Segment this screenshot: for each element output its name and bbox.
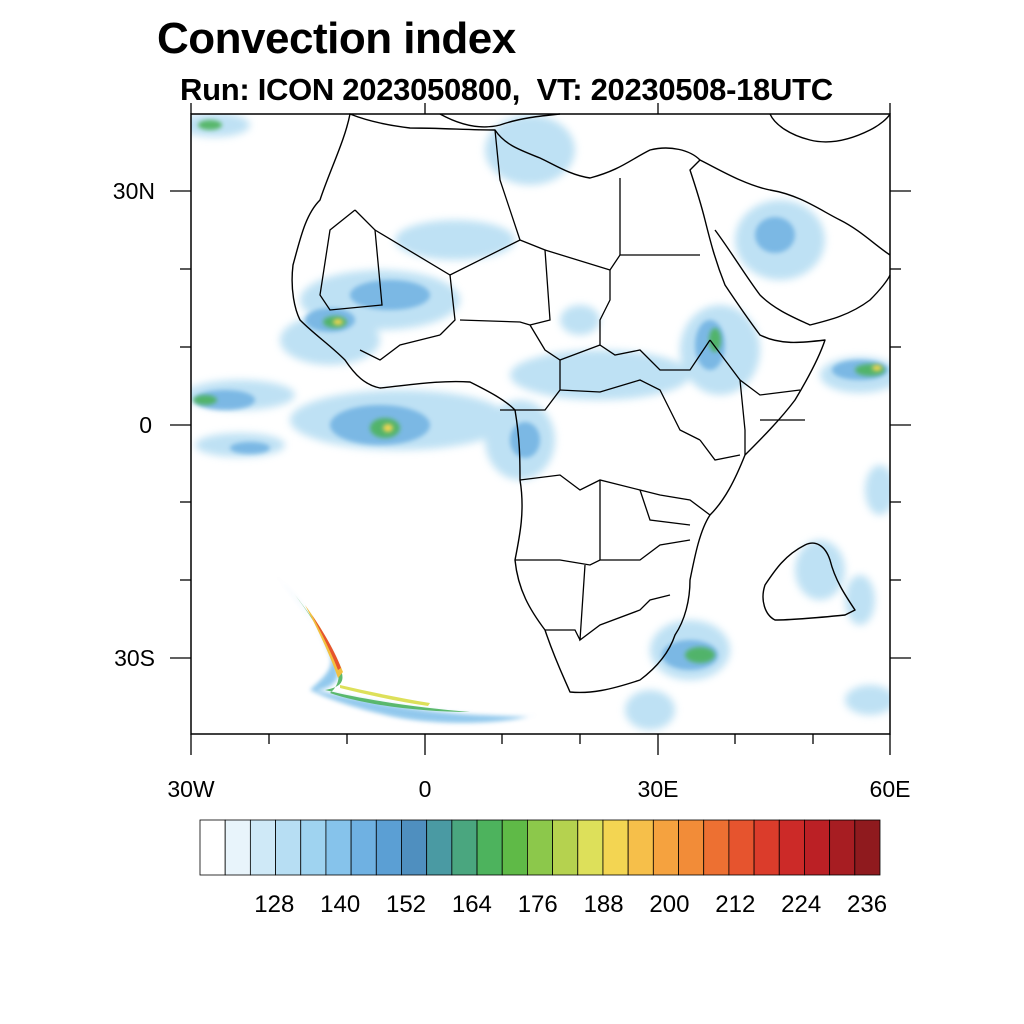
colorbar-swatch <box>375 819 402 876</box>
colorbar-swatch <box>753 819 780 876</box>
colorbar-label: 164 <box>452 891 492 918</box>
colorbar-label: 236 <box>847 891 887 918</box>
y-tick-label-30n: 30N <box>113 178 155 204</box>
colorbar-swatch <box>829 819 856 876</box>
colorbar-label: 128 <box>254 891 294 918</box>
x-tick-label-0: 0 <box>419 776 432 802</box>
chart-subtitle: Run: ICON 2023050800, VT: 20230508-18UTC <box>180 72 833 107</box>
colorbar-swatch <box>350 819 377 876</box>
colorbar-swatch <box>300 819 327 876</box>
colorbar-swatch <box>426 819 453 876</box>
colorbar-swatch <box>678 819 705 876</box>
colorbar-swatch <box>728 819 755 876</box>
colorbar-label: 176 <box>518 891 558 918</box>
x-tick-label-30w: 30W <box>167 776 215 802</box>
tick-marks <box>170 103 911 755</box>
colorbar-swatch <box>627 819 654 876</box>
y-tick-label-0: 0 <box>139 412 152 438</box>
colorbar-swatch <box>401 819 428 876</box>
colorbar-swatch <box>501 819 528 876</box>
colorbar <box>199 819 881 876</box>
colorbar-swatch <box>577 819 604 876</box>
colorbar-swatch <box>778 819 805 876</box>
colorbar-swatch <box>804 819 831 876</box>
colorbar-swatch <box>451 819 478 876</box>
colorbar-label: 224 <box>781 891 821 918</box>
colorbar-label: 188 <box>584 891 624 918</box>
x-tick-label-30e: 30E <box>638 776 679 802</box>
coastlines <box>291 113 891 694</box>
colorbar-swatch <box>325 819 352 876</box>
colorbar-label: 152 <box>386 891 426 918</box>
colorbar-label: 200 <box>649 891 689 918</box>
colorbar-swatch <box>275 819 302 876</box>
y-tick-label-30s: 30S <box>114 645 155 671</box>
colorbar-labels: 128 140 152 164 176 188 200 212 224 236 <box>254 891 887 918</box>
colorbar-swatch <box>602 819 629 876</box>
colorbar-swatch <box>224 819 251 876</box>
colorbar-swatch <box>854 819 881 876</box>
colorbar-swatch <box>476 819 503 876</box>
colorbar-swatch <box>199 819 226 876</box>
map-frame <box>190 113 891 735</box>
chart-title: Convection index <box>157 14 516 63</box>
colorbar-label: 140 <box>320 891 360 918</box>
colorbar-swatch <box>703 819 730 876</box>
country-borders <box>319 129 805 642</box>
colorbar-label: 212 <box>715 891 755 918</box>
colorbar-swatch <box>249 819 276 876</box>
colorbar-swatch <box>652 819 679 876</box>
convection-field <box>191 114 890 730</box>
x-tick-label-60e: 60E <box>870 776 911 802</box>
colorbar-swatch <box>552 819 579 876</box>
colorbar-swatch <box>527 819 553 876</box>
